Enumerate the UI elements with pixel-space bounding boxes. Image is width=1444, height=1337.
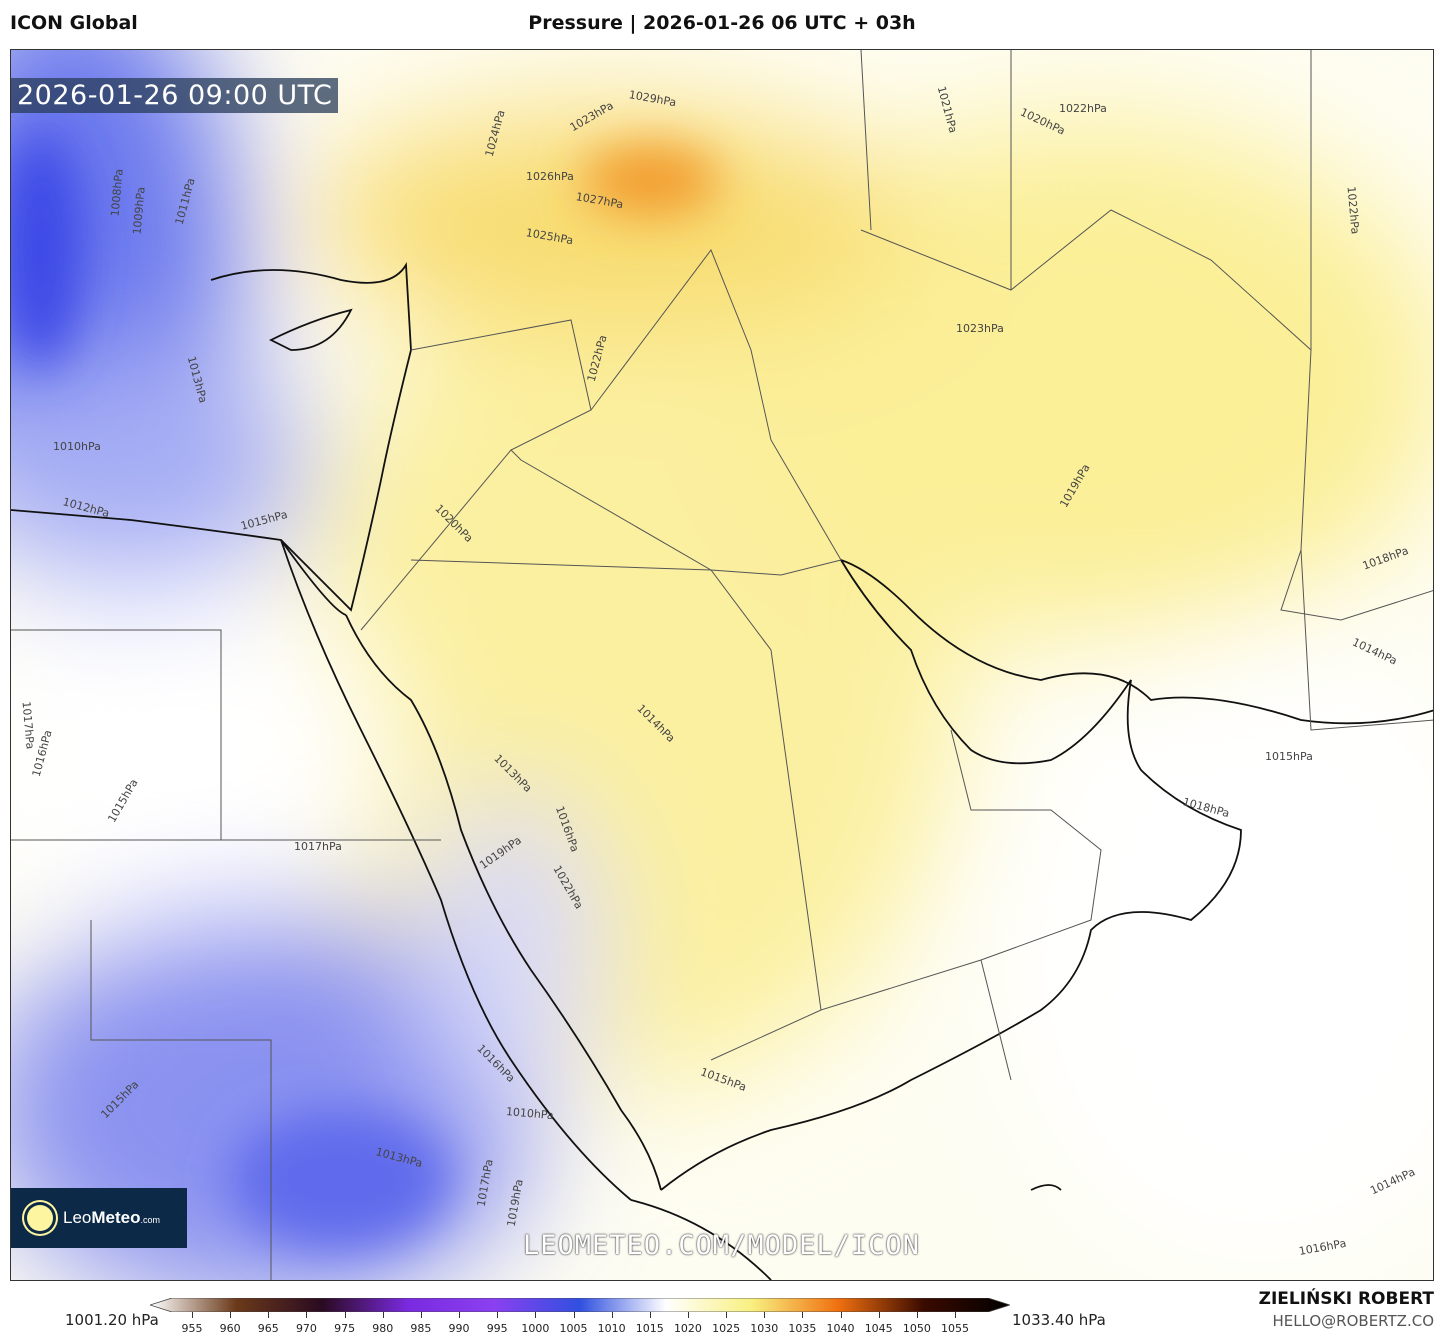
pressure-field xyxy=(11,50,1433,1280)
isobar-label: 1023hPa xyxy=(956,322,1004,335)
colorbar-tick-label: 1040 xyxy=(826,1322,855,1335)
colorbar-tick-mark xyxy=(268,1312,270,1318)
watermark-url: LEOMETEO.COM/MODEL/ICON xyxy=(523,1230,920,1261)
colorbar-tick-mark xyxy=(306,1312,308,1318)
leometeo-logo[interactable]: LeoMeteo.com xyxy=(11,1188,187,1248)
colorbar-tick-mark xyxy=(192,1312,193,1318)
author-name: ZIELIŃSKI ROBERT xyxy=(1258,1289,1434,1309)
colorbar-tick-label: 975 xyxy=(334,1322,356,1335)
colorbar-tick-mark xyxy=(497,1312,499,1318)
colorbar xyxy=(150,1298,1010,1312)
colorbar-max-label: 1033.40 hPa xyxy=(1012,1311,1106,1329)
colorbar-tick-label: 1010 xyxy=(597,1322,626,1335)
colorbar-tick-mark xyxy=(840,1312,842,1318)
colorbar-tick-mark xyxy=(573,1312,575,1318)
colorbar-tick-mark xyxy=(459,1312,461,1318)
valid-time-label: 2026-01-26 09:00 UTC xyxy=(11,78,339,113)
author-email[interactable]: HELLO@ROBERTZ.CO xyxy=(1272,1312,1434,1330)
colorbar-tick-label: 1025 xyxy=(712,1322,741,1335)
colorbar-tick-mark xyxy=(649,1312,651,1318)
colorbar-tick-mark xyxy=(230,1312,232,1318)
colorbar-tick-mark xyxy=(916,1312,918,1318)
colorbar-tick-mark xyxy=(687,1312,689,1318)
isobar-label: 1017hPa xyxy=(294,840,342,853)
colorbar-tick-label: 1000 xyxy=(521,1322,550,1335)
colorbar-tick-mark xyxy=(764,1312,766,1318)
colorbar-tick-mark xyxy=(344,1312,346,1318)
colorbar-tick-label: 1045 xyxy=(864,1322,893,1335)
colorbar-tick-label: 990 xyxy=(448,1322,470,1335)
colorbar-tick-label: 955 xyxy=(181,1322,203,1335)
colorbar-tick-label: 1015 xyxy=(635,1322,664,1335)
model-name: ICON Global xyxy=(10,12,138,34)
colorbar-tick-label: 985 xyxy=(410,1322,432,1335)
isobar-label: 1022hPa xyxy=(1059,102,1107,115)
colorbar-tick-mark xyxy=(726,1312,728,1318)
borders xyxy=(11,50,1433,1280)
colorbar-tick-mark xyxy=(955,1312,956,1318)
pressure-map[interactable]: 1022hPa 1021hPa 1020hPa 1029hPa 1023hPa 1024h… xyxy=(10,49,1434,1281)
colorbar-tick-mark xyxy=(420,1312,422,1318)
colorbar-tick-label: 960 xyxy=(219,1322,241,1335)
colorbar-tick-label: 1005 xyxy=(559,1322,588,1335)
colorbar-tick-label: 1035 xyxy=(788,1322,817,1335)
colorbar-tick-label: 1055 xyxy=(941,1322,969,1335)
colorbar-tick-mark xyxy=(878,1312,880,1318)
colorbar-tick-mark xyxy=(535,1312,537,1318)
colorbar-tick-label: 995 xyxy=(486,1322,508,1335)
colorbar-tick-label: 1020 xyxy=(673,1322,702,1335)
map-title: Pressure | 2026-01-26 06 UTC + 03h xyxy=(528,12,916,34)
colorbar-tick-mark xyxy=(802,1312,804,1318)
isobar-label: 1015hPa xyxy=(1265,750,1313,763)
colorbar-tick-label: 965 xyxy=(257,1322,279,1335)
colorbar-min-label: 1001.20 hPa xyxy=(65,1311,159,1329)
colorbar-tick-label: 1030 xyxy=(750,1322,779,1335)
colorbar-tick-label: 980 xyxy=(372,1322,394,1335)
colorbar-tick-label: 1050 xyxy=(902,1322,931,1335)
colorbar-tick-mark xyxy=(382,1312,384,1318)
colorbar-tick-label: 970 xyxy=(295,1322,317,1335)
coastlines xyxy=(11,262,1433,1280)
logo-text: LeoMeteo.com xyxy=(63,1208,161,1227)
colorbar-tick-mark xyxy=(611,1312,613,1318)
isobar-label: 1010hPa xyxy=(53,440,101,453)
sun-icon xyxy=(27,1205,53,1231)
isobar-label: 1026hPa xyxy=(526,170,574,183)
